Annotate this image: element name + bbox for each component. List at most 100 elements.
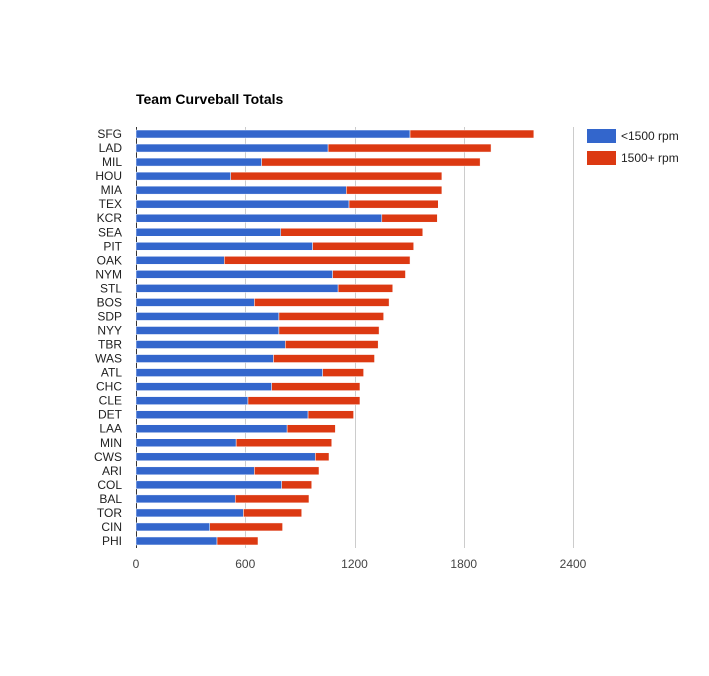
category-label: WAS [95, 352, 122, 366]
bar-atl-series-2 [322, 368, 364, 377]
gridlines [136, 127, 574, 548]
bar-was-series-1 [135, 354, 274, 363]
category-label: TBR [98, 338, 122, 352]
category-label: LAD [99, 141, 123, 155]
bar-tbr-series-2 [285, 340, 379, 349]
bar-nym-series-1 [135, 270, 333, 279]
bar-det-series-2 [307, 410, 354, 419]
bar-min-series-2 [235, 438, 332, 447]
category-label: MIN [100, 436, 122, 450]
bar-bos-series-2 [254, 298, 390, 307]
category-label: PHI [102, 534, 122, 548]
x-tick-label: 2400 [560, 557, 587, 571]
bar-sea-series-2 [280, 228, 424, 237]
category-label: OAK [97, 253, 122, 267]
category-label: COL [97, 478, 122, 492]
category-label: TEX [99, 197, 122, 211]
category-label: DET [98, 408, 123, 422]
category-label: NYY [97, 323, 122, 337]
bar-mil-series-2 [261, 157, 481, 167]
bars [135, 129, 535, 546]
bar-bos-series-1 [135, 298, 255, 307]
x-tick-label: 0 [133, 557, 140, 571]
bar-chc-series-1 [135, 382, 272, 391]
bar-nyy-series-2 [278, 326, 380, 335]
bar-hou-series-2 [230, 171, 443, 181]
bar-bal-series-2 [234, 494, 310, 504]
bar-sfg-series-1 [135, 129, 411, 139]
bar-atl-series-1 [135, 368, 323, 377]
legend-swatch [587, 151, 616, 165]
bar-tex-series-2 [348, 199, 439, 209]
category-label: BOS [97, 295, 122, 309]
bar-col-series-1 [135, 480, 282, 490]
category-label: NYM [95, 267, 122, 281]
bar-stl-series-1 [135, 284, 339, 293]
category-label: CWS [94, 450, 122, 464]
bar-tbr-series-1 [135, 340, 286, 349]
legend-label: 1500+ rpm [621, 151, 679, 165]
category-labels: SFGLADMILHOUMIATEXKCRSEAPITOAKNYMSTLBOSS… [94, 127, 123, 548]
category-label: HOU [95, 169, 122, 183]
category-label: LAA [99, 422, 122, 436]
category-label: CIN [101, 520, 122, 534]
bar-mil-series-1 [135, 157, 262, 167]
category-label: BAL [99, 492, 122, 506]
bar-kcr-series-1 [135, 213, 383, 223]
bar-laa-series-2 [286, 424, 336, 433]
bar-nyy-series-1 [135, 326, 280, 335]
bar-min-series-1 [135, 438, 237, 447]
bar-phi-series-1 [135, 536, 218, 546]
x-tick-label: 1200 [341, 557, 368, 571]
bar-cws-series-1 [135, 452, 316, 462]
category-label: KCR [97, 211, 123, 225]
legend-swatch [587, 129, 616, 143]
category-label: STL [100, 281, 122, 295]
bar-pit-series-2 [312, 242, 414, 251]
bar-nym-series-2 [332, 270, 406, 279]
bar-ari-series-2 [254, 466, 320, 476]
bar-cws-series-2 [315, 452, 330, 462]
bar-ari-series-1 [135, 466, 255, 476]
bar-cle-series-2 [247, 396, 361, 405]
bar-lad-series-1 [135, 143, 329, 153]
bar-chc-series-2 [271, 382, 361, 391]
category-label: SDP [97, 309, 122, 323]
category-label: ARI [102, 464, 122, 478]
bar-col-series-2 [281, 480, 312, 490]
bar-hou-series-1 [135, 171, 231, 181]
x-tick-labels: 0 600 1200 1800 2400 [133, 557, 587, 571]
bar-tor-series-2 [243, 508, 302, 518]
category-label: SFG [97, 127, 122, 141]
chart-title: Team Curveball Totals [136, 91, 284, 107]
category-label: SEA [98, 225, 122, 239]
bar-mia-series-2 [346, 185, 443, 195]
bar-tor-series-1 [135, 508, 244, 518]
bar-phi-series-2 [216, 536, 259, 546]
category-label: TOR [97, 506, 122, 520]
category-label: CHC [96, 380, 122, 394]
bar-kcr-series-2 [381, 213, 438, 223]
bar-det-series-1 [135, 410, 309, 419]
category-label: MIA [101, 183, 122, 197]
bar-cin-series-2 [209, 522, 283, 532]
bar-oak-series-2 [224, 256, 411, 265]
legend-label: <1500 rpm [621, 129, 679, 143]
category-label: MIL [102, 155, 122, 169]
bar-laa-series-1 [135, 424, 288, 433]
bar-pit-series-1 [135, 242, 313, 251]
bar-cin-series-1 [135, 522, 210, 532]
bar-cle-series-1 [135, 396, 249, 405]
bar-sdp-series-2 [278, 312, 384, 321]
bar-bal-series-1 [135, 494, 236, 504]
bar-lad-series-2 [327, 143, 492, 153]
bar-was-series-2 [273, 354, 375, 363]
x-tick-label: 1800 [450, 557, 477, 571]
category-label: PIT [103, 239, 122, 253]
bar-mia-series-1 [135, 185, 347, 195]
legend: <1500 rpm 1500+ rpm [587, 129, 679, 165]
category-label: ATL [101, 366, 122, 380]
bar-stl-series-2 [337, 284, 393, 293]
x-tick-label: 600 [235, 557, 255, 571]
